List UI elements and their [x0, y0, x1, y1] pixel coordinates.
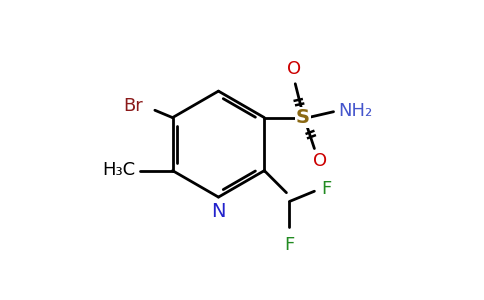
Text: Br: Br [123, 97, 143, 115]
Text: N: N [211, 202, 226, 221]
Text: O: O [287, 60, 301, 78]
Text: F: F [284, 236, 294, 254]
Text: NH₂: NH₂ [338, 102, 372, 120]
Text: F: F [321, 180, 332, 198]
Text: H₃C: H₃C [103, 161, 136, 179]
Text: S: S [296, 108, 310, 127]
Text: O: O [313, 152, 327, 170]
